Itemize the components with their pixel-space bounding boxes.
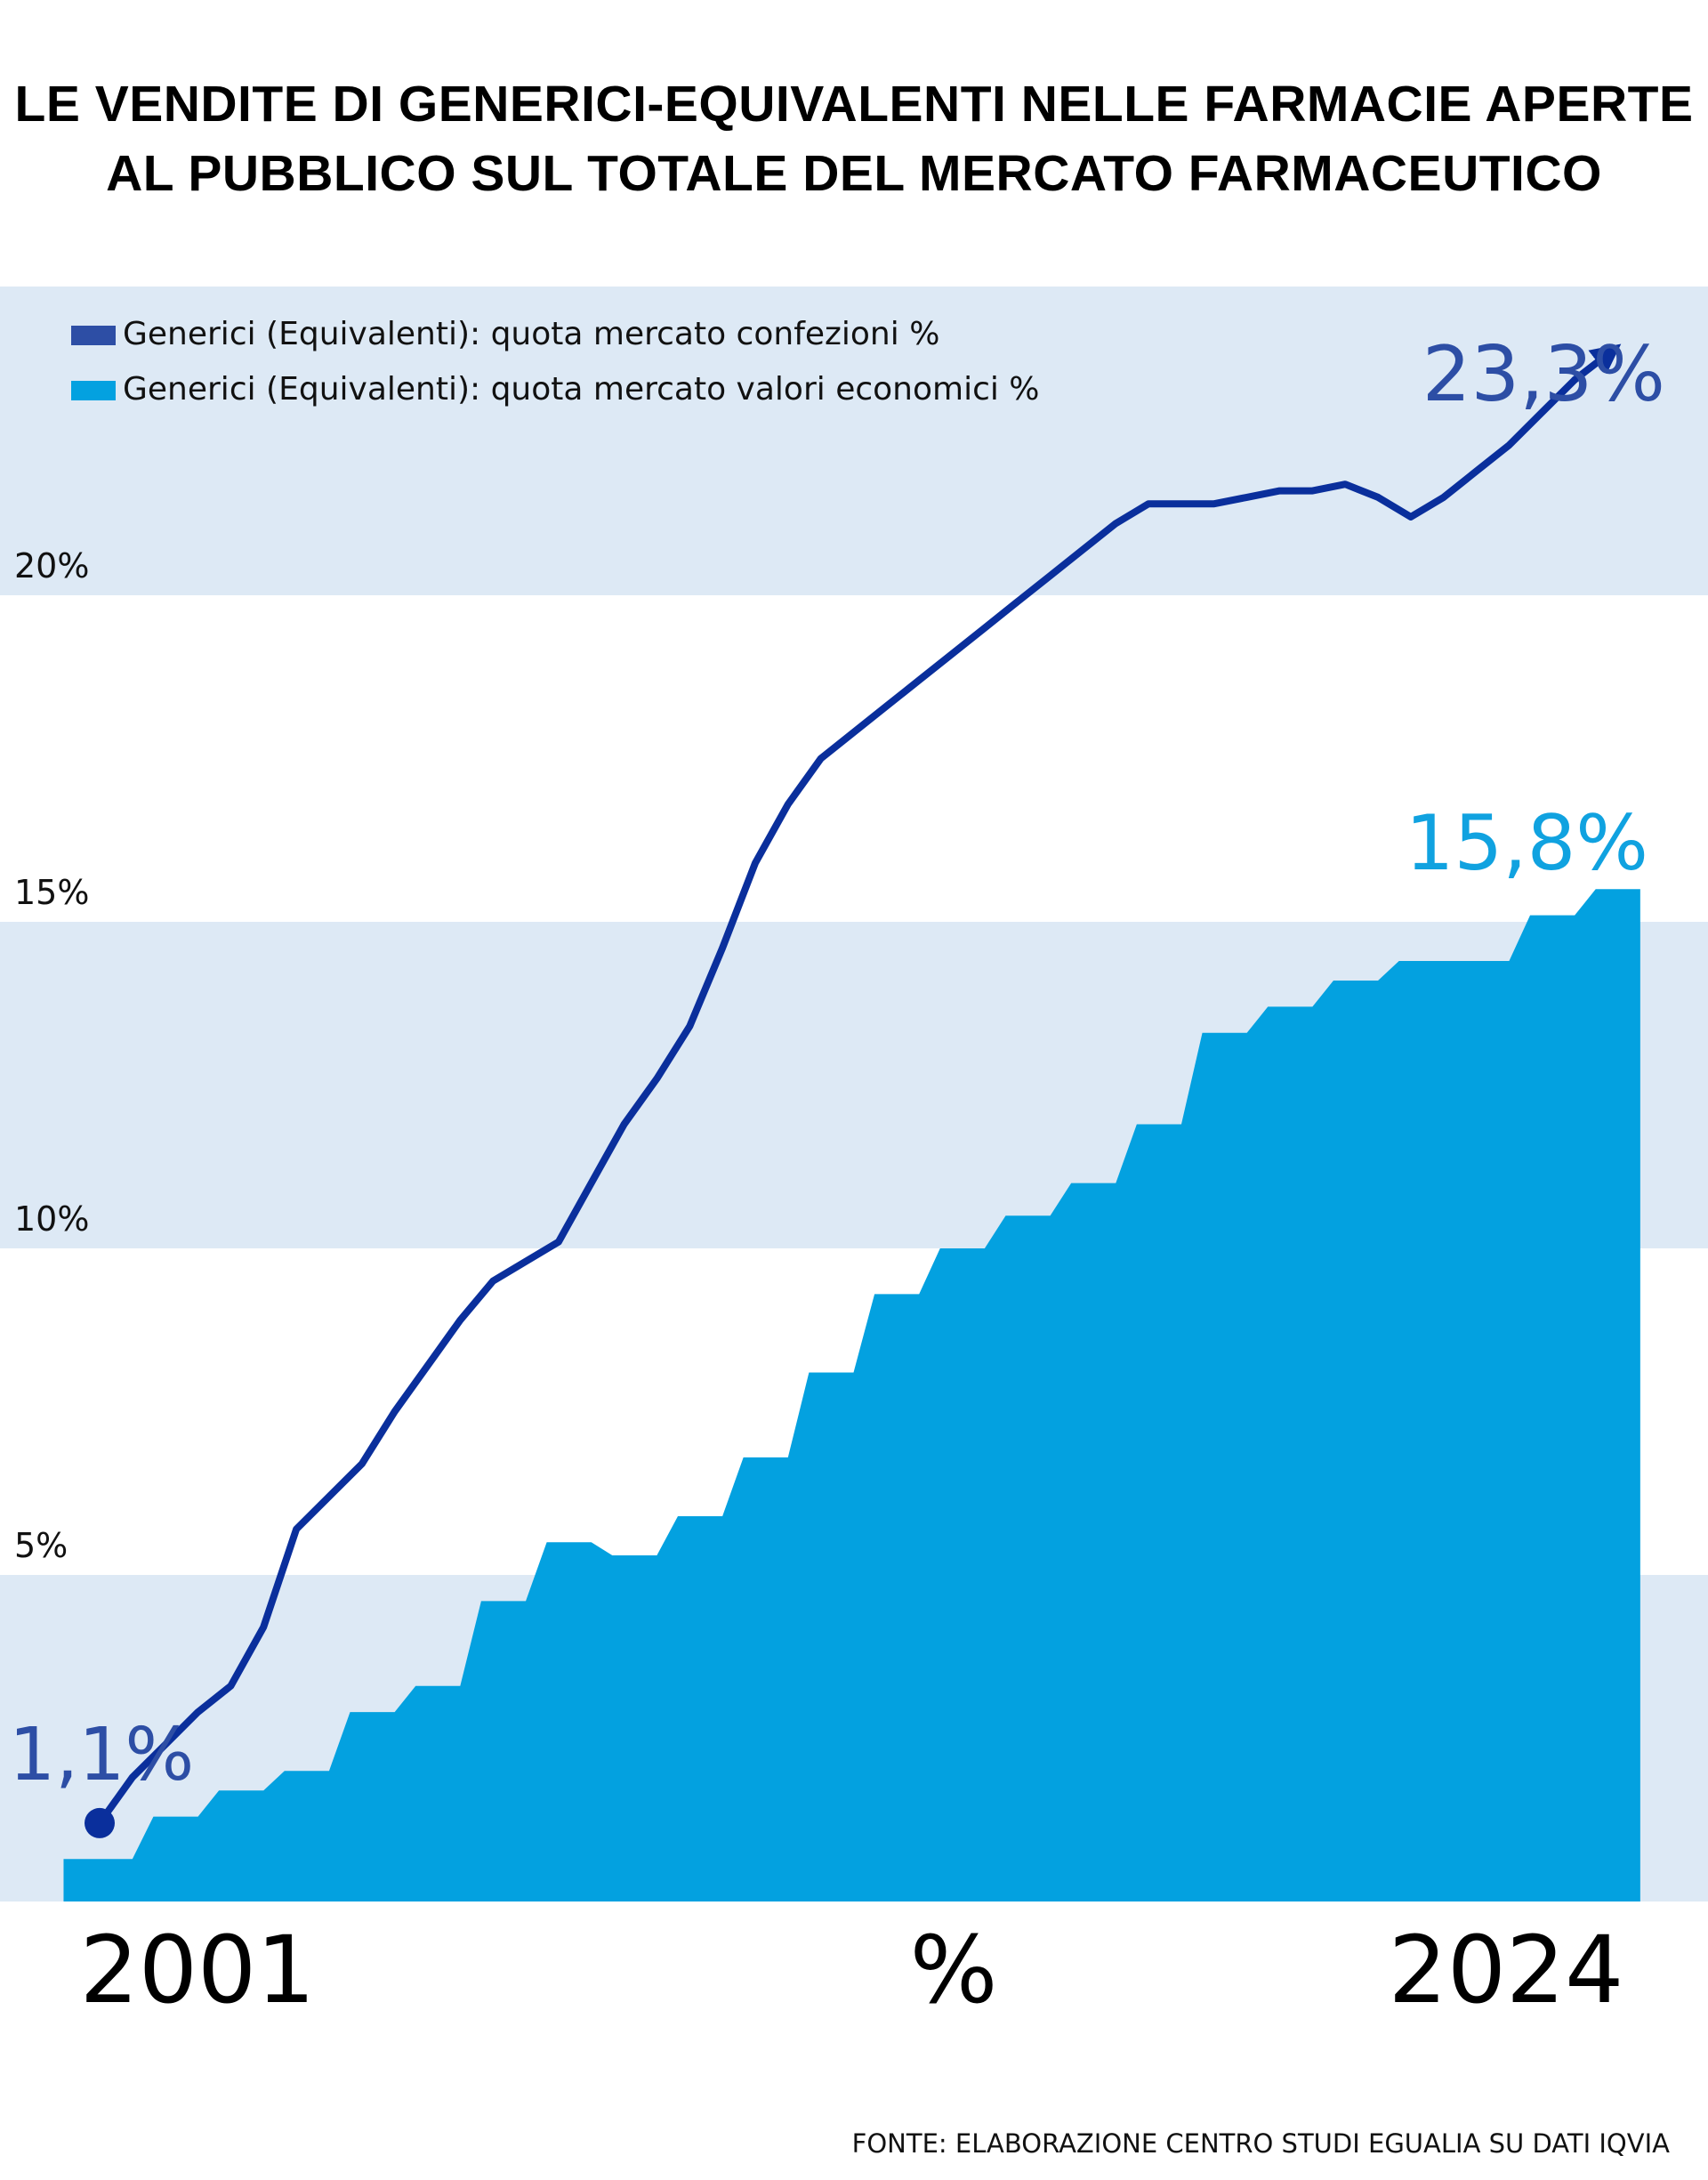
y-tick-label: 5% xyxy=(14,1526,68,1565)
x-axis-center-label: % xyxy=(910,1916,998,2024)
y-tick-label: 20% xyxy=(14,546,89,585)
legend-swatch xyxy=(71,326,116,345)
legend-label: Generici (Equivalenti): quota mercato va… xyxy=(123,371,1040,408)
x-axis-end-label: 2024 xyxy=(1389,1916,1624,2024)
line-end-arrow xyxy=(1571,343,1622,384)
legend-label: Generici (Equivalenti): quota mercato co… xyxy=(123,316,939,352)
y-tick-label: 10% xyxy=(14,1199,89,1239)
line-start-value-label: 1,1% xyxy=(9,1713,194,1797)
source-note: FONTE: ELABORAZIONE CENTRO STUDI EGUALIA… xyxy=(851,2128,1670,2159)
chart-title: LE VENDITE DI GENERICI-EQUIVALENTI NELLE… xyxy=(0,69,1708,208)
area-series-valori-economici xyxy=(63,889,1640,1901)
area-end-value-label: 15,8% xyxy=(1406,799,1648,888)
y-tick-label: 15% xyxy=(14,873,89,912)
chart-title-line-2: AL PUBBLICO SUL TOTALE DEL MERCATO FARMA… xyxy=(106,145,1602,202)
legend-swatch xyxy=(71,381,116,400)
line-start-point xyxy=(85,1807,115,1838)
chart-title-line-1: LE VENDITE DI GENERICI-EQUIVALENTI NELLE… xyxy=(14,76,1694,133)
line-series-confezioni xyxy=(96,375,1579,1827)
x-axis-start-label: 2001 xyxy=(80,1916,316,2024)
band-20-top xyxy=(0,287,1708,595)
line-end-value-label: 23,3% xyxy=(1422,330,1665,419)
